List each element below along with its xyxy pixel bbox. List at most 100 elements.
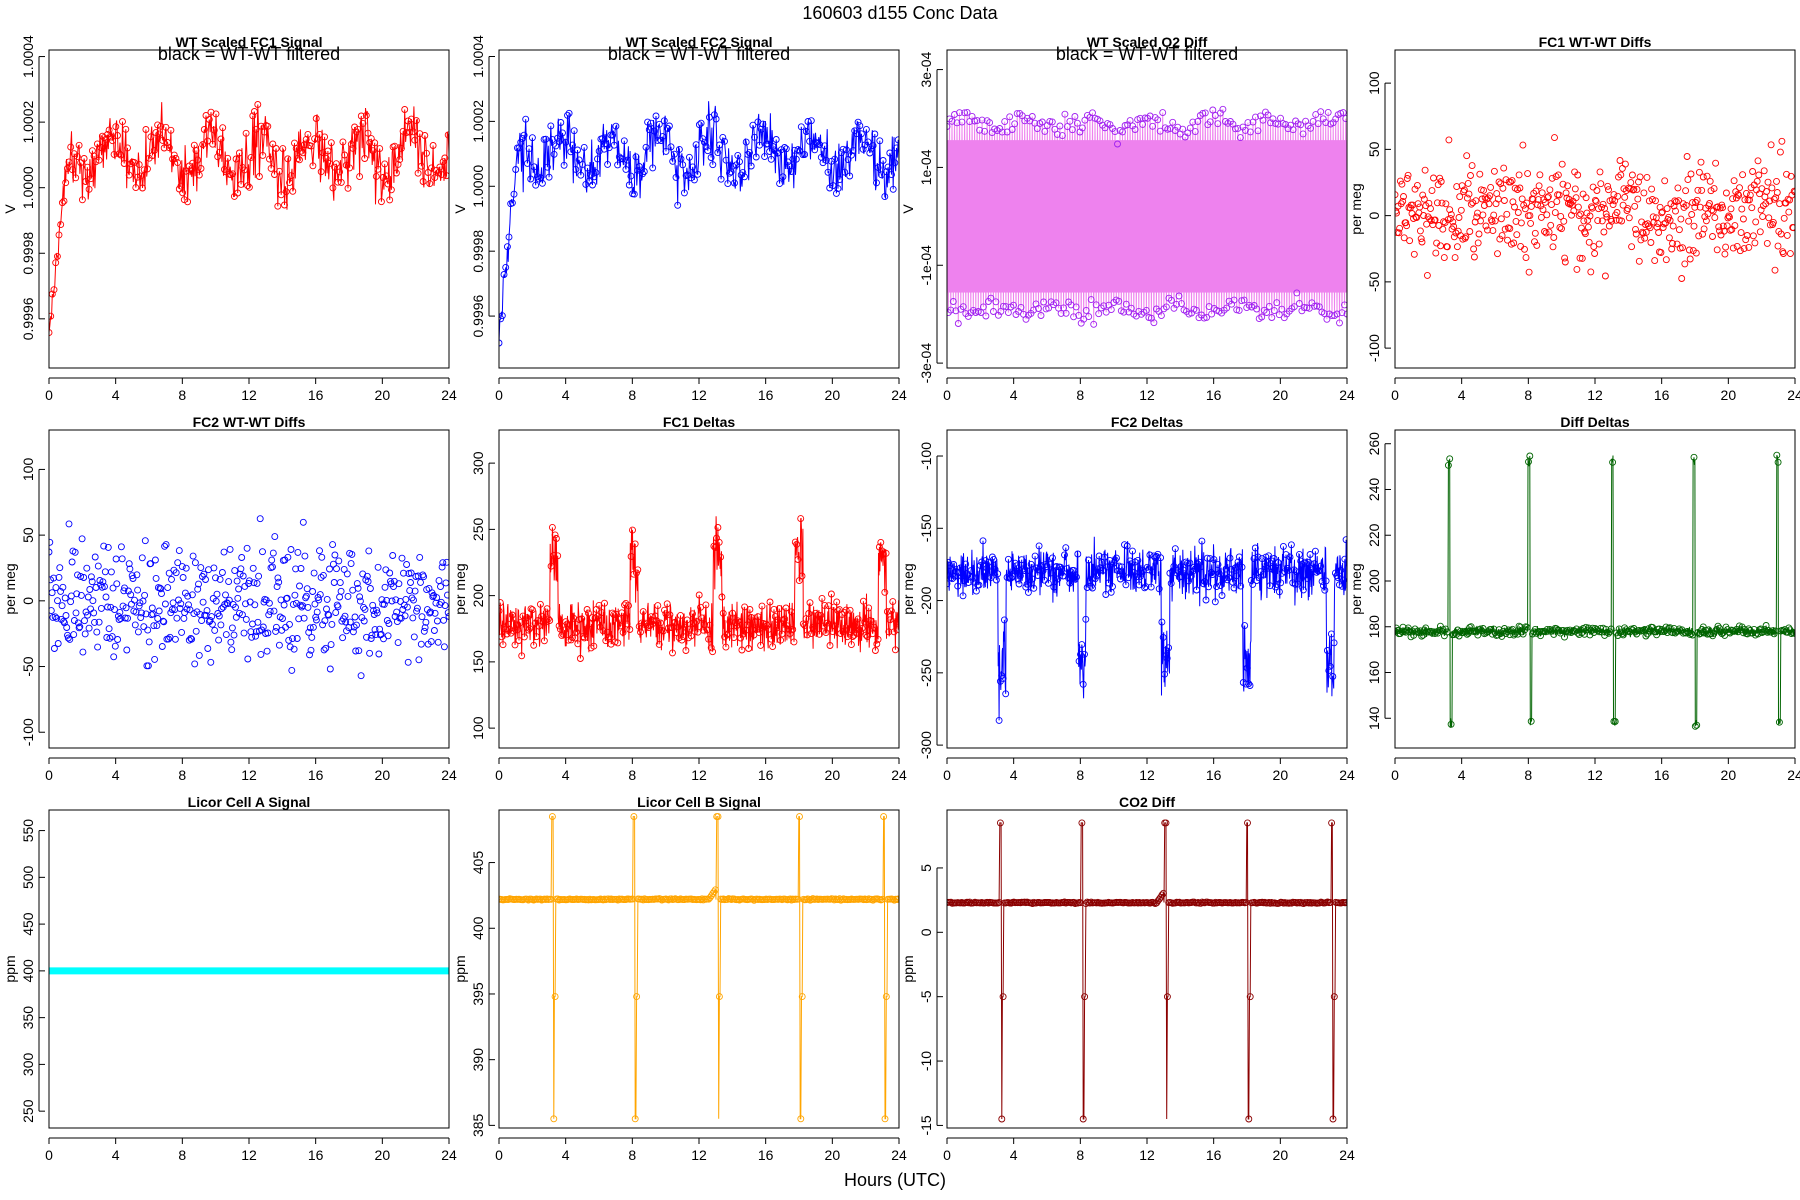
data-point: [294, 155, 302, 163]
data-point: [110, 653, 118, 661]
series-p10: [499, 813, 899, 1123]
data-point: [1756, 228, 1764, 236]
data-point: [1052, 299, 1060, 307]
data-point: [359, 119, 367, 127]
data-point: [871, 647, 879, 654]
data-point: [947, 306, 955, 314]
data-point: [394, 639, 402, 647]
data-point: [94, 643, 102, 651]
x-tick-label: 20: [1721, 387, 1737, 403]
data-point: [1343, 310, 1347, 318]
data-point: [647, 119, 655, 127]
x-tick-label: 12: [241, 1147, 257, 1163]
data-point: [1550, 234, 1558, 241]
data-point: [197, 165, 205, 172]
data-point: [715, 993, 723, 1001]
data-point: [131, 596, 138, 604]
data-point: [1175, 573, 1183, 581]
data-point: [947, 574, 955, 582]
data-point: [1073, 573, 1080, 581]
data-point: [504, 896, 512, 903]
data-point: [415, 656, 423, 664]
data-point: [304, 130, 312, 138]
data-point: [999, 993, 1007, 1001]
data-point: [1726, 226, 1734, 234]
data-point: [779, 617, 787, 625]
data-point: [953, 119, 961, 127]
data-point: [232, 155, 240, 163]
data-point: [685, 153, 693, 161]
data-point: [1508, 177, 1516, 185]
data-point: [1738, 205, 1746, 213]
data-point: [1597, 180, 1605, 188]
data-point: [135, 161, 143, 169]
data-point: [1651, 257, 1659, 265]
data-point: [408, 594, 416, 602]
data-point: [235, 585, 243, 593]
data-point: [1243, 664, 1251, 672]
data-point: [1078, 124, 1086, 132]
data-point: [711, 886, 719, 894]
chart-annotation: black = WT-WT filtered: [158, 44, 340, 64]
data-point: [1189, 118, 1197, 126]
data-point: [777, 636, 785, 644]
data-point: [704, 147, 712, 155]
data-point: [1162, 303, 1170, 311]
data-point: [742, 138, 750, 146]
data-point: [198, 617, 206, 625]
data-point: [1068, 126, 1076, 134]
data-point: [75, 141, 83, 149]
data-point: [1624, 205, 1632, 213]
data-point: [1427, 205, 1434, 213]
data-point: [723, 631, 731, 639]
data-point: [1581, 230, 1589, 238]
data-point: [319, 571, 327, 579]
data-point: [255, 173, 263, 180]
data-point: [1082, 615, 1090, 623]
data-point: [215, 612, 223, 620]
data-point: [1698, 186, 1706, 194]
data-point: [317, 573, 325, 581]
data-point: [1642, 228, 1650, 236]
data-point: [1297, 121, 1305, 129]
data-point: [435, 577, 443, 585]
data-point: [161, 600, 169, 608]
data-point: [701, 620, 709, 628]
data-point: [375, 650, 383, 658]
data-point: [1065, 574, 1072, 582]
data-point: [864, 138, 872, 146]
data-point: [1475, 626, 1483, 634]
data-point: [1521, 245, 1528, 253]
data-point: [1446, 206, 1454, 214]
data-point: [239, 164, 247, 172]
data-point: [864, 896, 872, 904]
data-point: [334, 603, 342, 611]
data-point: [741, 173, 748, 181]
data-point: [770, 605, 778, 613]
data-point: [1582, 194, 1590, 202]
data-point: [1173, 300, 1180, 308]
data-point: [772, 136, 780, 143]
data-point: [1162, 819, 1170, 827]
data-point: [579, 633, 587, 641]
data-point: [1725, 212, 1733, 220]
data-point: [894, 895, 899, 903]
data-point: [857, 628, 865, 636]
data-point: [1075, 657, 1083, 665]
x-tick-label: 0: [495, 387, 503, 403]
data-point: [218, 605, 226, 613]
data-point: [1010, 301, 1017, 309]
data-point: [814, 140, 822, 147]
data-point: [1095, 552, 1103, 560]
data-point: [709, 161, 717, 169]
data-point: [129, 575, 137, 582]
data-point: [376, 145, 384, 153]
data-point: [1543, 625, 1551, 633]
data-point: [1016, 572, 1024, 580]
y-tick-label: 160: [1366, 661, 1382, 685]
data-point: [1299, 586, 1307, 594]
x-tick-label: 8: [1076, 1147, 1084, 1163]
data-point: [323, 595, 331, 603]
x-tick-label: 0: [45, 1147, 53, 1163]
chart-title: Licor Cell B Signal: [637, 794, 761, 810]
